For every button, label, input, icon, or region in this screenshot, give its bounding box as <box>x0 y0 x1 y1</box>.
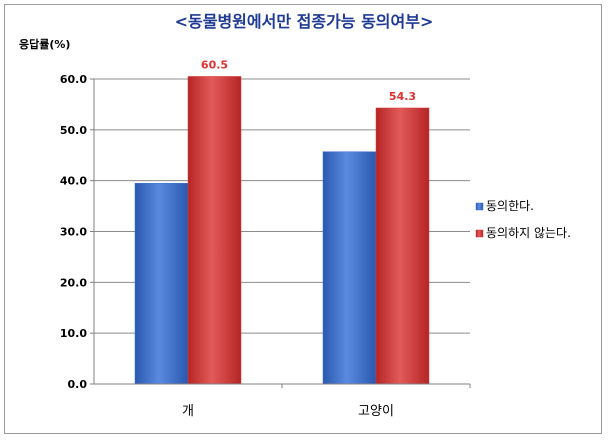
legend-swatch <box>475 229 484 238</box>
data-label: 54.3 <box>389 90 416 103</box>
y-tick-label: 10.0 <box>60 327 87 340</box>
chart-title: <동물병원에서만 접종가능 동의여부> <box>175 12 434 31</box>
y-tick-label: 50.0 <box>60 124 87 137</box>
bar-disagree <box>375 107 430 385</box>
y-tick-label: 20.0 <box>60 276 87 289</box>
legend-label: 동의하지 않는다. <box>486 226 571 240</box>
legend-swatch <box>475 202 484 211</box>
y-tick-label: 30.0 <box>60 226 87 239</box>
y-tick-label: 0.0 <box>68 378 88 391</box>
x-category-labels: 개 고양이 <box>182 384 471 419</box>
data-label: 60.5 <box>201 58 228 71</box>
legend: 동의한다. 동의하지 않는다. <box>475 199 571 240</box>
legend-label: 동의한다. <box>486 199 534 213</box>
y-tick-label: 60.0 <box>60 73 87 86</box>
x-category-label: 고양이 <box>358 404 394 419</box>
bar-agree <box>134 182 189 385</box>
y-tick-labels: 0.0 10.0 20.0 30.0 40.0 50.0 60.0 <box>60 73 94 391</box>
data-labels: 60.5 54.3 <box>201 58 416 103</box>
x-category-label: 개 <box>182 404 194 419</box>
chart-frame: <동물병원에서만 접종가능 동의여부> 응답률(%) 0.0 10.0 20.0 30… <box>4 4 602 434</box>
bar-chart: <동물병원에서만 접종가능 동의여부> 응답률(%) 0.0 10.0 20.0 30… <box>19 12 571 419</box>
bars <box>134 76 430 385</box>
bar-agree <box>322 151 377 385</box>
y-tick-label: 40.0 <box>60 175 87 188</box>
y-axis-label: 응답률(%) <box>19 37 70 51</box>
bar-disagree <box>187 76 242 385</box>
